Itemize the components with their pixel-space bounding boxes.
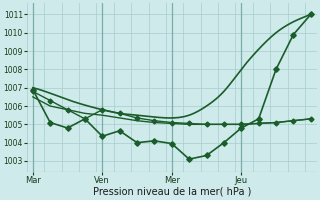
X-axis label: Pression niveau de la mer( hPa ): Pression niveau de la mer( hPa ): [92, 187, 251, 197]
